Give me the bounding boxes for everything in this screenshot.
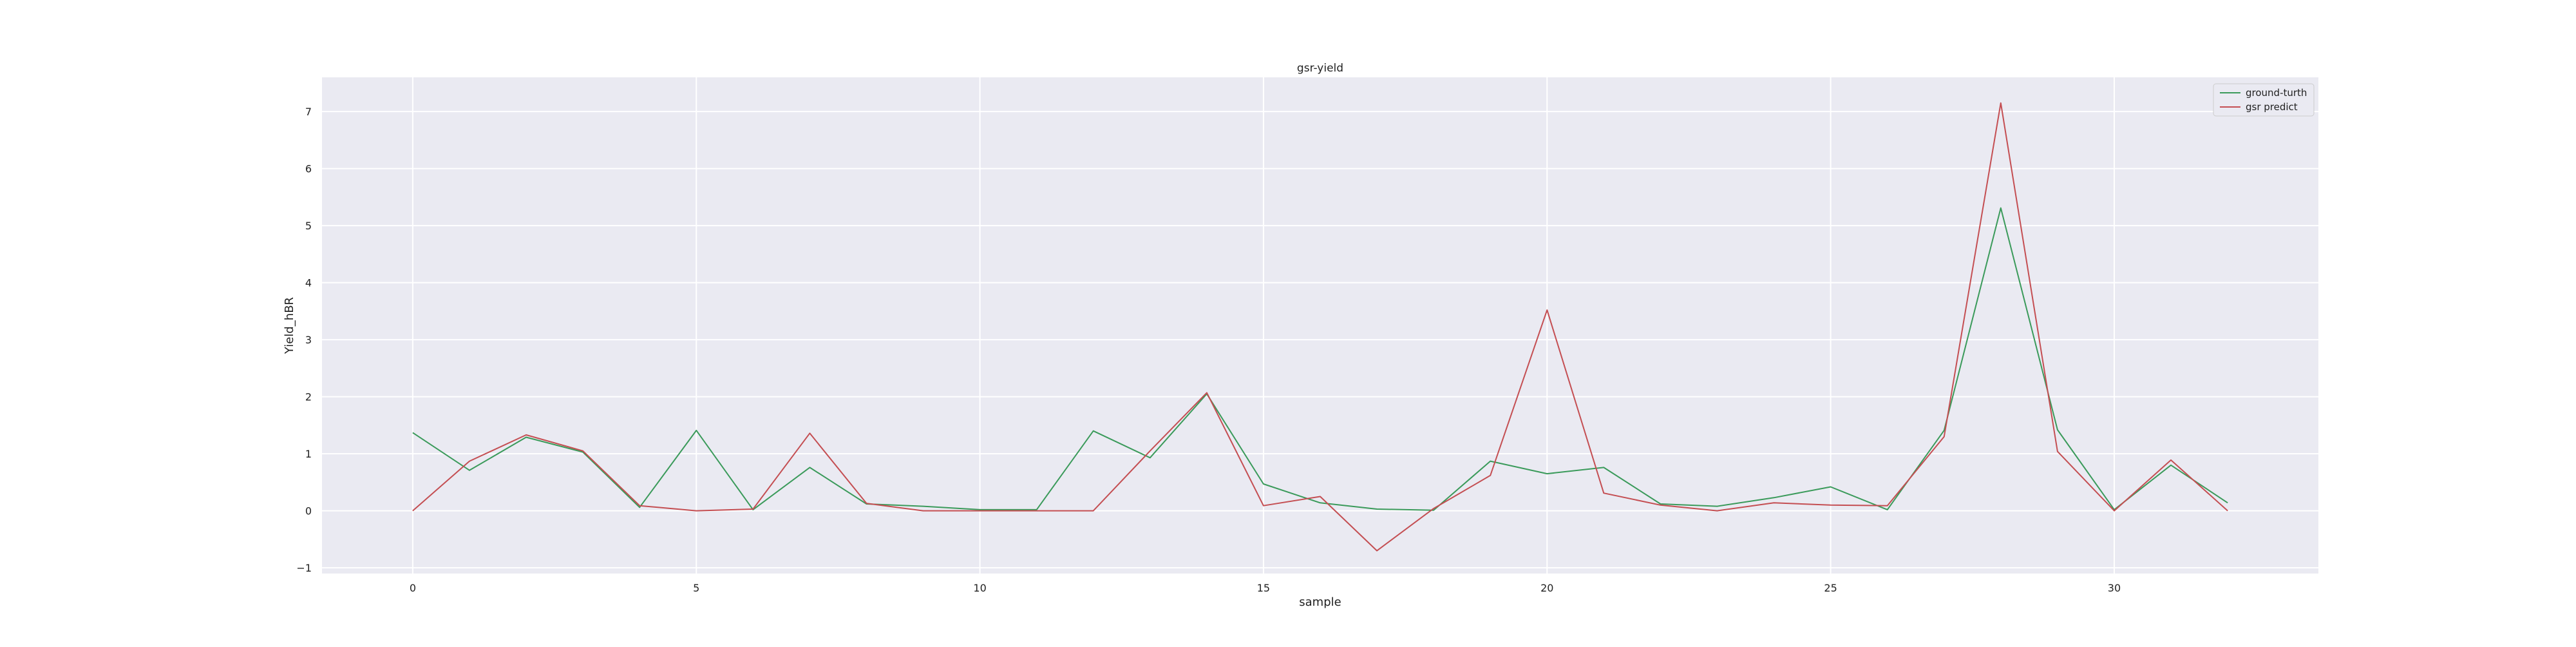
y-tick-label: 7: [305, 106, 312, 118]
y-tick-label: 3: [305, 334, 312, 346]
x-tick-label: 5: [693, 582, 699, 594]
legend-box: [2213, 83, 2315, 117]
y-tick-label: −1: [296, 562, 312, 574]
y-tick-label: 5: [305, 220, 312, 232]
x-tick-label: 20: [1540, 582, 1553, 594]
y-axis-label: Yield_hBR: [283, 297, 296, 354]
y-tick-label: 0: [305, 505, 312, 517]
grid: [322, 77, 2318, 574]
series-line-gsr-predict: [412, 102, 2228, 552]
x-axis-label: sample: [1299, 595, 1341, 609]
y-tick-label: 1: [305, 448, 312, 460]
x-tick-label: 0: [410, 582, 416, 594]
series-lines: [412, 102, 2228, 552]
y-tick-label: 2: [305, 391, 312, 403]
chart-title: gsr-yield: [1297, 62, 1343, 75]
legend: ground-turth gsr predict: [2213, 83, 2315, 117]
y-tick-label: 4: [305, 277, 312, 289]
plot-area: [322, 77, 2318, 574]
x-tick-label: 30: [2108, 582, 2121, 594]
x-tick-label: 15: [1257, 582, 1270, 594]
x-tick-label: 25: [1824, 582, 1837, 594]
y-tick-label: 6: [305, 163, 312, 175]
legend-label-ground-turth: ground-turth: [2246, 87, 2307, 99]
x-tick-label: 10: [973, 582, 986, 594]
tick-labels: 0 5 10 15 20 25 30 −1 0 1 2 3 4 5 6 7: [296, 106, 2121, 594]
series-line-ground-turth: [412, 207, 2228, 511]
legend-label-gsr-predict: gsr predict: [2246, 101, 2298, 113]
